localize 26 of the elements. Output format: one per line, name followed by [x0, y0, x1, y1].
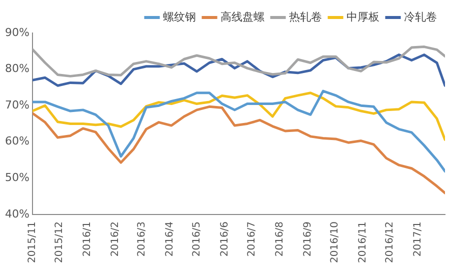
x-tick-label: 2016/1: [82, 221, 94, 257]
x-tick-label: 2016/12: [384, 221, 396, 264]
legend-label: 中厚板: [346, 10, 380, 24]
x-tick-label: 2016/2: [110, 221, 122, 257]
x-tick-label: 2016/3: [136, 221, 148, 257]
x-tick-label: 2017/1: [412, 221, 424, 257]
y-tick-label: 60%: [4, 134, 30, 148]
legend-label: 高线盘螺: [220, 10, 264, 24]
legend-label: 热轧卷: [289, 10, 322, 24]
legend-label: 冷轧卷: [404, 10, 437, 24]
x-tick-label: 2016/10: [329, 221, 340, 264]
x-tick-label: 2016/11: [357, 221, 368, 264]
x-tick-label: 2016/7: [246, 221, 258, 257]
x-tick-label: 2016/8: [274, 221, 286, 257]
y-tick-label: 90%: [4, 26, 30, 39]
x-tick-label: 2016/5: [191, 221, 202, 257]
x-tick-label: 2016/6: [219, 221, 230, 257]
x-tick-label: 2016/9: [302, 221, 314, 257]
legend-label: 螺纹钢: [163, 10, 196, 24]
x-tick-label: 2015/12: [54, 221, 66, 264]
x-tick-label: 2015/11: [27, 221, 38, 264]
y-tick-label: 70%: [4, 98, 30, 112]
y-tick-label: 80%: [4, 62, 30, 76]
y-tick-label: 40%: [4, 207, 30, 220]
y-tick-label: 50%: [4, 171, 30, 184]
x-tick-label: 2016/4: [164, 221, 176, 257]
